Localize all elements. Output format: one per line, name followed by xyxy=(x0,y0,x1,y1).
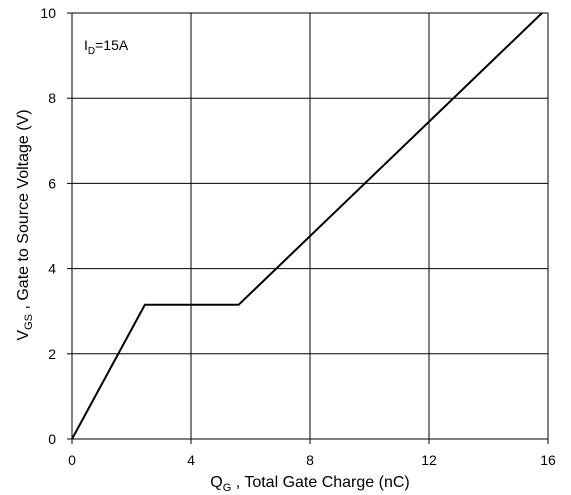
series-layer xyxy=(72,13,542,439)
y-tick-label-3: 6 xyxy=(48,175,56,191)
y-tick-label-5: 10 xyxy=(40,5,56,21)
x-axis-label: QG , Total Gate Charge (nC) xyxy=(210,474,409,494)
annotation-value: =15A xyxy=(95,37,129,53)
y-tick-label-0: 0 xyxy=(48,431,56,447)
y-axis-label-text: , Gate to Source Voltage (V) xyxy=(15,109,32,314)
x-tick-label-1: 4 xyxy=(187,452,195,468)
drain-current-annotation: ID=15A xyxy=(84,37,129,57)
x-axis-label-text: , Total Gate Charge (nC) xyxy=(231,474,409,491)
y-axis-label-symbol: V xyxy=(15,330,32,341)
x-tick-label-3: 12 xyxy=(421,452,437,468)
y-axis-label-subscript: GS xyxy=(23,314,35,330)
x-tick-label-0: 0 xyxy=(68,452,76,468)
y-tick-label-1: 2 xyxy=(48,346,56,362)
y-axis-label: VGS , Gate to Source Voltage (V) xyxy=(15,109,35,340)
x-tick-label-4: 16 xyxy=(540,452,556,468)
x-tick-label-2: 8 xyxy=(306,452,314,468)
x-axis-label-symbol: Q xyxy=(210,474,222,491)
y-tick-label-4: 8 xyxy=(48,90,56,106)
annotation-subscript: D xyxy=(88,46,95,57)
gate-charge-curve-0 xyxy=(72,13,542,439)
x-axis-label-subscript: G xyxy=(223,482,232,494)
y-tick-label-2: 4 xyxy=(48,261,56,277)
